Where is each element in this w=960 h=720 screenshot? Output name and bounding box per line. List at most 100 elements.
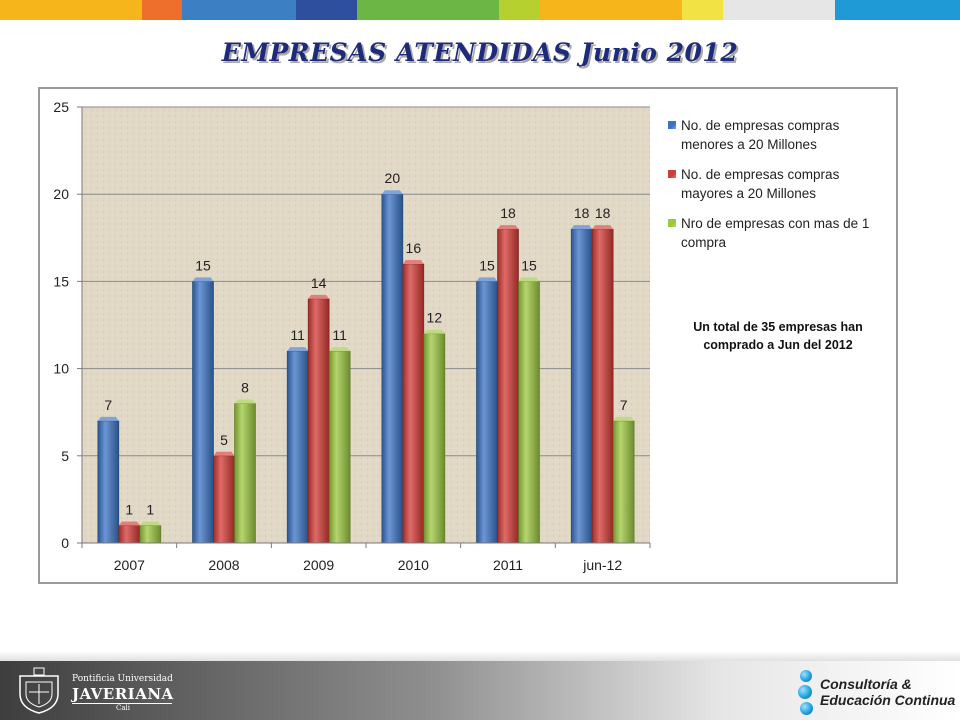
stripe-segment [835, 0, 960, 20]
brand-name-line2: Educación Continua [820, 692, 956, 708]
data-label: 11 [332, 327, 347, 343]
bar-cap [592, 225, 614, 230]
y-tick-label: 25 [53, 99, 69, 115]
bar [612, 420, 635, 544]
consultoria-logo: Consultoría & Educación Continua [798, 668, 958, 718]
bar [234, 403, 256, 544]
data-label: 15 [479, 257, 495, 273]
legend-swatch-blue [668, 121, 676, 129]
bar-cap [118, 521, 140, 526]
data-label: 1 [125, 502, 133, 518]
bar-cap [192, 277, 214, 282]
footer-shadow [0, 651, 960, 661]
chart-legend: No. de empresas compras menores a 20 Mil… [668, 116, 893, 263]
bar-cap [518, 277, 540, 282]
legend-item-series-1: No. de empresas compras menores a 20 Mil… [668, 116, 893, 154]
stripe-segment [723, 0, 835, 20]
bar [591, 228, 614, 544]
bar-cap [497, 225, 519, 230]
university-name-line2: JAVERIANA [72, 685, 174, 703]
university-city: Cali [116, 704, 131, 712]
bar-cap [308, 294, 330, 299]
bar [118, 525, 141, 544]
bar [497, 228, 519, 544]
data-label: 7 [620, 397, 628, 413]
legend-swatch-green [668, 219, 676, 227]
bar [307, 298, 330, 544]
data-label: 15 [521, 257, 537, 273]
top-color-stripe [0, 0, 960, 20]
bar [192, 281, 214, 544]
data-label: 5 [220, 432, 228, 448]
x-tick-label: jun-12 [582, 557, 622, 573]
legend-label-series-2: No. de empresas compras mayores a 20 Mil… [681, 167, 840, 201]
bar [570, 228, 593, 544]
data-label: 16 [406, 240, 422, 256]
bar-cap [613, 416, 635, 421]
bar [139, 525, 162, 544]
stripe-segment [296, 0, 357, 20]
legend-item-series-3: Nro de empresas con mas de 1 compra [668, 214, 893, 252]
stripe-segment [357, 0, 499, 20]
bar-cap [423, 329, 445, 334]
bar [518, 281, 540, 544]
data-label: 8 [241, 379, 249, 395]
slide-title: EMPRESAS ATENDIDAS Junio 2012 [221, 38, 739, 67]
y-tick-label: 20 [53, 186, 69, 202]
stripe-segment [540, 0, 682, 20]
university-divider [72, 703, 172, 704]
data-label: 18 [595, 205, 611, 221]
legend-label-series-1: No. de empresas compras menores a 20 Mil… [681, 118, 840, 152]
stripe-segment [682, 0, 723, 20]
university-logo: Pontificia Universidad JAVERIANA Cali [14, 666, 174, 716]
y-tick-label: 5 [61, 448, 69, 464]
bar-cap [381, 190, 403, 195]
data-label: 7 [104, 397, 112, 413]
x-tick-label: 2008 [208, 557, 239, 573]
bar-cap [571, 225, 593, 230]
bar-cap [329, 347, 351, 352]
legend-label-series-3: Nro de empresas con mas de 1 compra [681, 216, 870, 250]
bar-cap [213, 451, 235, 456]
data-label: 18 [500, 205, 516, 221]
brand-name-line1: Consultoría & [820, 676, 912, 692]
bar-cap [139, 521, 161, 526]
y-tick-label: 10 [53, 361, 69, 377]
stripe-segment [142, 0, 182, 20]
data-label: 20 [385, 170, 401, 186]
plot-background [82, 107, 650, 543]
bar-cap [287, 347, 309, 352]
bar [328, 350, 351, 544]
y-tick-label: 15 [53, 273, 69, 289]
bar [286, 350, 309, 544]
y-tick-label: 0 [61, 535, 69, 551]
x-tick-label: 2009 [303, 557, 334, 573]
stripe-segment [499, 0, 540, 20]
bar-cap [476, 277, 498, 282]
university-name-line1: Pontificia Universidad [72, 674, 173, 684]
bar-cap [402, 259, 424, 264]
bar [402, 263, 425, 544]
data-label: 18 [574, 205, 590, 221]
data-label: 14 [311, 275, 327, 291]
legend-swatch-red [668, 170, 676, 178]
bar-cap [97, 416, 119, 421]
bar [476, 281, 498, 544]
bar-cap [234, 399, 256, 404]
chart-note: Un total de 35 empresas han comprado a J… [693, 320, 863, 352]
bar [381, 193, 404, 544]
x-tick-label: 2011 [493, 557, 523, 573]
bar [213, 455, 235, 544]
data-label: 11 [290, 327, 305, 343]
data-label: 1 [146, 502, 154, 518]
data-label: 12 [427, 310, 443, 326]
legend-item-series-2: No. de empresas compras mayores a 20 Mil… [668, 165, 893, 203]
bar [97, 420, 120, 544]
x-tick-label: 2010 [398, 557, 429, 573]
university-crest-icon [19, 667, 59, 714]
stripe-segment [0, 0, 142, 20]
bar [423, 333, 446, 544]
stripe-segment [182, 0, 296, 20]
data-label: 15 [195, 257, 211, 273]
